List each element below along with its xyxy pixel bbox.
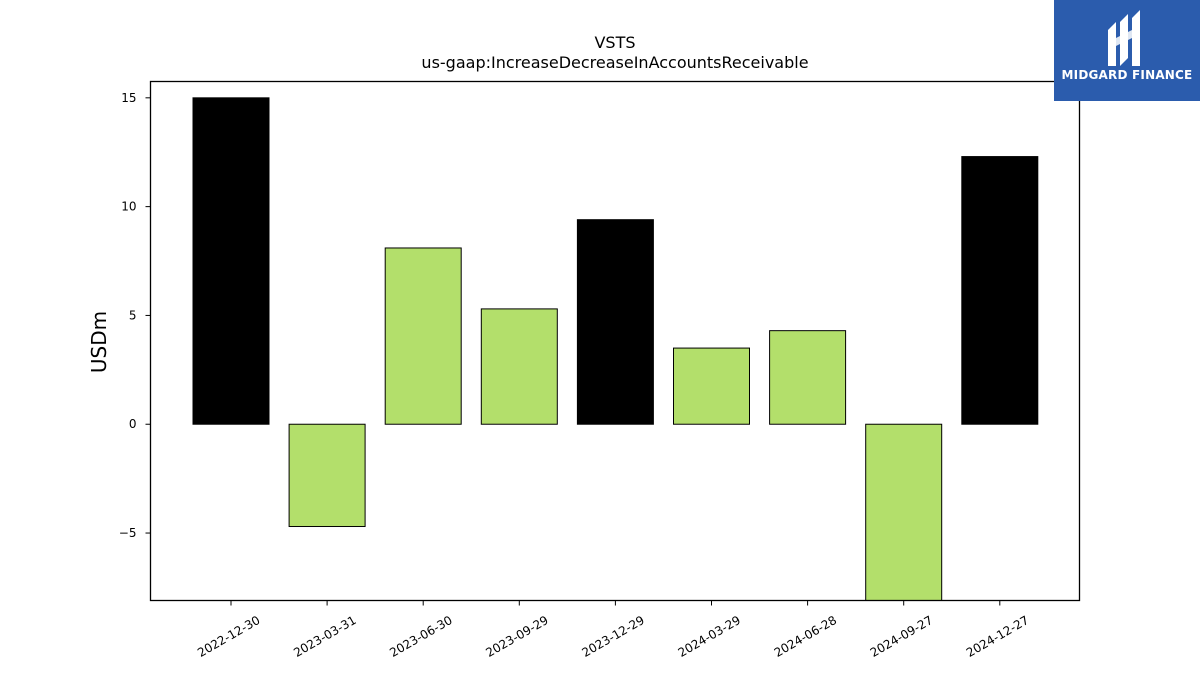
midgard-finance-logo: MIDGARD FINANCE — [1054, 0, 1200, 101]
chart-title: VSTS — [594, 33, 635, 52]
x-tick-label: 2024-03-29 — [676, 613, 743, 660]
x-tick-label: 2023-06-30 — [387, 613, 454, 660]
bar-2024-06-28 — [769, 330, 847, 425]
y-tick-label: −5 — [119, 526, 137, 540]
x-tick-label: 2024-12-27 — [964, 613, 1031, 660]
x-tick-label: 2022-12-30 — [195, 613, 262, 660]
logo-text: MIDGARD FINANCE — [1061, 68, 1193, 82]
bar-2024-12-27 — [961, 156, 1039, 425]
bar-2024-09-27 — [865, 423, 943, 601]
x-axis-ticks: 2022-12-30 2023-03-31 2023-06-30 2023-09-29… — [195, 600, 1031, 660]
bar-2024-03-29 — [673, 347, 750, 425]
y-tick-label: 15 — [121, 91, 136, 105]
bars-group — [192, 97, 1039, 601]
x-tick-label: 2023-03-31 — [291, 613, 358, 660]
y-tick-label: 5 — [129, 308, 137, 322]
y-tick-label: 0 — [129, 417, 137, 431]
x-tick-label: 2023-09-29 — [483, 613, 550, 660]
x-tick-label: 2024-06-28 — [772, 613, 839, 660]
y-axis-label: USDm — [87, 311, 111, 373]
bar-2023-03-31 — [288, 423, 366, 528]
y-axis-ticks: −5 0 5 10 15 — [119, 91, 151, 540]
plot-frame — [149, 80, 1081, 602]
x-tick-label: 2024-09-27 — [868, 613, 935, 660]
bar-2022-12-30 — [192, 97, 270, 425]
bar-2023-12-29 — [576, 219, 654, 425]
chart-subtitle: us-gaap:IncreaseDecreaseInAccountsReceiv… — [421, 53, 808, 72]
y-tick-label: 10 — [121, 200, 136, 214]
logo-mark-icon — [1108, 10, 1140, 66]
bar-2023-06-30 — [384, 247, 462, 425]
x-tick-label: 2023-12-29 — [579, 613, 646, 660]
bar-2023-09-29 — [480, 308, 558, 425]
